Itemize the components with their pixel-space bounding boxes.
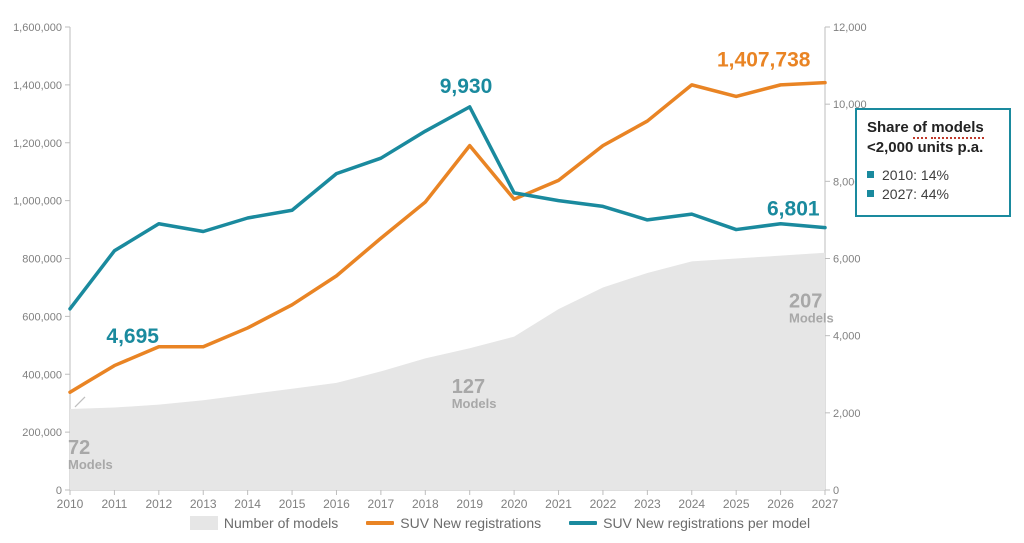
- info-title-underline: of: [913, 119, 927, 139]
- legend-label: Number of models: [224, 515, 338, 531]
- square-bullet-icon: [867, 190, 874, 197]
- svg-text:800,000: 800,000: [22, 254, 62, 266]
- legend-item-area: Number of models: [190, 515, 338, 531]
- svg-text:200,000: 200,000: [22, 427, 62, 439]
- info-box-title: Share of models <2,000 units p.a.: [867, 118, 999, 159]
- legend-item-orange: SUV New registrations: [366, 515, 541, 531]
- svg-text:12,000: 12,000: [833, 22, 867, 34]
- svg-text:600,000: 600,000: [22, 311, 62, 323]
- svg-text:1,200,000: 1,200,000: [13, 138, 62, 150]
- legend-swatch-teal: [569, 521, 597, 525]
- callout-tick: [75, 397, 85, 407]
- square-bullet-icon: [867, 171, 874, 178]
- share-of-models-info-box: Share of models <2,000 units p.a. 2010: …: [855, 108, 1011, 217]
- model-count-sublabel: Models: [68, 457, 113, 472]
- info-box-item-label: 2010: 14%: [882, 167, 949, 183]
- info-box-item-label: 2027: 44%: [882, 186, 949, 202]
- svg-text:4,000: 4,000: [833, 331, 861, 343]
- legend: Number of models SUV New registrations S…: [150, 508, 850, 538]
- legend-label: SUV New registrations: [400, 515, 541, 531]
- model-count-label: 207: [789, 291, 822, 313]
- svg-text:6,000: 6,000: [833, 254, 861, 266]
- info-title-part: <2,000 units p.a.: [867, 139, 983, 156]
- model-count-sublabel: Models: [452, 396, 497, 411]
- info-box-item: 2027: 44%: [867, 186, 999, 202]
- svg-text:1,400,000: 1,400,000: [13, 80, 62, 92]
- info-title-part: Share: [867, 119, 913, 136]
- area-number-of-models: [70, 253, 825, 490]
- suv-registrations-chart: 0 200,000 400,000 600,000 800,000 1,000,000 1,…: [0, 0, 1024, 543]
- legend-label: SUV New registrations per model: [603, 515, 810, 531]
- svg-text:2011: 2011: [102, 497, 128, 511]
- svg-text:2,000: 2,000: [833, 408, 861, 420]
- series-data-label: 6,801: [767, 198, 820, 221]
- legend-swatch-orange: [366, 521, 394, 525]
- series-data-label: 1,407,738: [717, 49, 811, 72]
- svg-text:0: 0: [56, 485, 62, 497]
- info-box-list: 2010: 14% 2027: 44%: [867, 167, 999, 202]
- series-data-label: 4,695: [106, 325, 159, 348]
- model-count-label: 127: [452, 376, 485, 398]
- model-count-sublabel: Models: [789, 311, 834, 326]
- legend-swatch-area: [190, 516, 218, 530]
- model-count-label: 72: [68, 437, 90, 459]
- info-box-item: 2010: 14%: [867, 167, 999, 183]
- legend-item-teal: SUV New registrations per model: [569, 515, 810, 531]
- svg-text:400,000: 400,000: [22, 369, 62, 381]
- svg-text:1,000,000: 1,000,000: [13, 196, 62, 208]
- svg-text:2010: 2010: [57, 497, 84, 511]
- series-data-label: 9,930: [440, 75, 493, 98]
- svg-text:0: 0: [833, 485, 839, 497]
- info-title-underline: models: [931, 119, 984, 139]
- svg-text:1,600,000: 1,600,000: [13, 22, 62, 34]
